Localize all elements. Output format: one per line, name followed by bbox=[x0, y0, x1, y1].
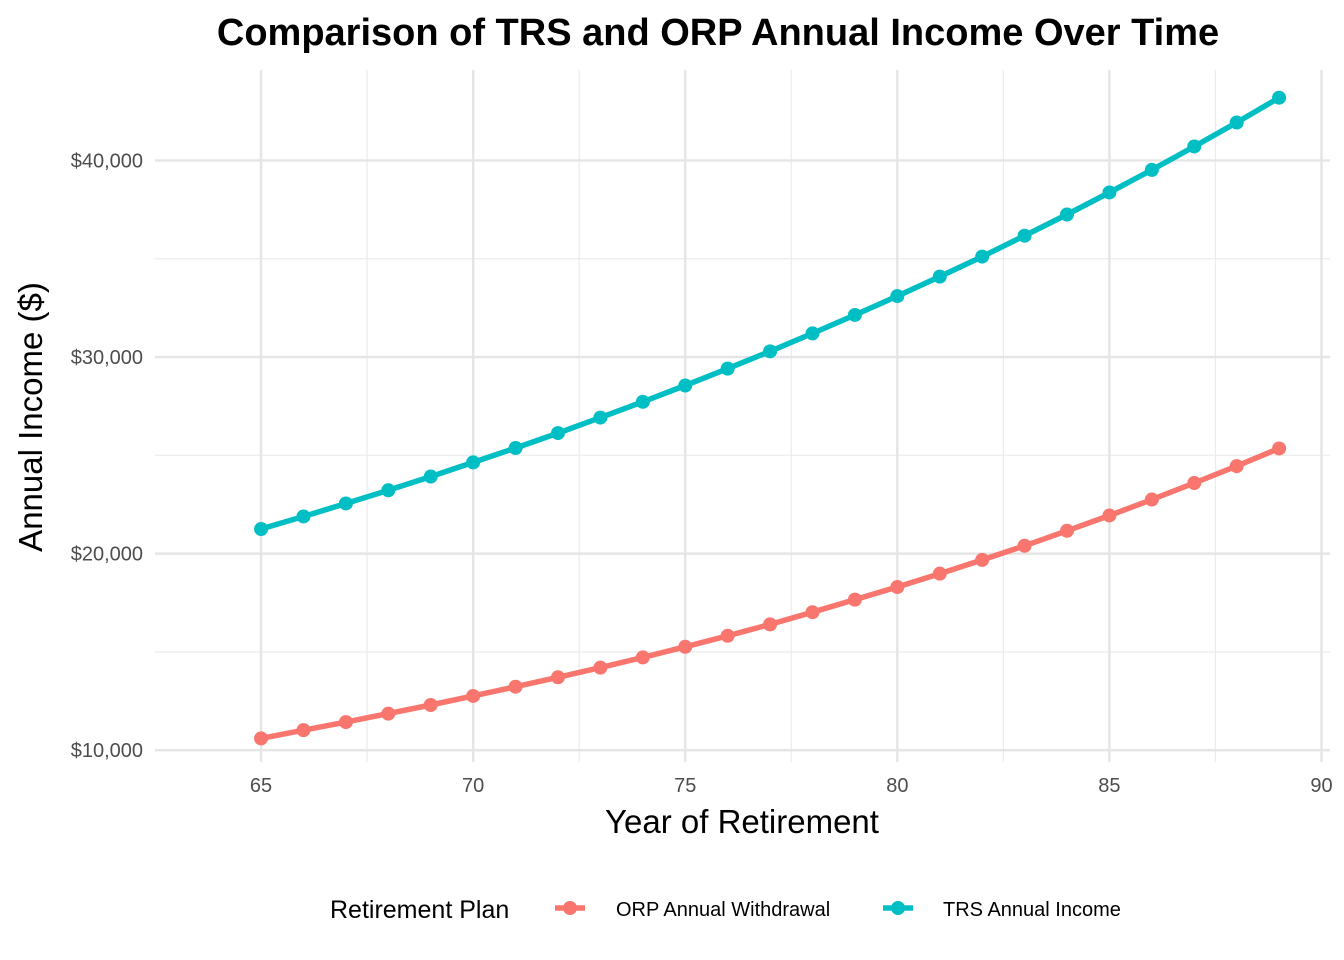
major-gridlines bbox=[155, 70, 1330, 762]
data-point bbox=[466, 455, 481, 470]
data-point bbox=[1272, 441, 1287, 456]
legend-title: Retirement Plan bbox=[330, 896, 509, 924]
legend-item: ORP Annual Withdrawal bbox=[555, 899, 830, 921]
y-tick-label: $10,000 bbox=[71, 740, 143, 762]
series-layer bbox=[254, 90, 1287, 746]
data-point bbox=[1187, 476, 1202, 491]
legend-items: ORP Annual Withdrawal TRS Annual Income bbox=[555, 899, 1121, 921]
data-point bbox=[550, 426, 565, 441]
data-point bbox=[1187, 139, 1202, 154]
data-point bbox=[890, 580, 905, 595]
data-point bbox=[678, 639, 693, 654]
data-point bbox=[975, 552, 990, 567]
legend: Retirement Plan ORP Annual Withdrawal TRS… bbox=[330, 896, 1121, 924]
data-point bbox=[338, 715, 353, 730]
data-point bbox=[932, 269, 947, 284]
data-point bbox=[508, 679, 523, 694]
data-point bbox=[550, 670, 565, 685]
data-point bbox=[805, 326, 820, 341]
tick-labels: 65 70 75 80 85 90 $10,000 $20,000 $30,000 $40,000 bbox=[71, 150, 1333, 797]
data-point bbox=[1144, 162, 1159, 177]
data-point bbox=[1060, 207, 1075, 222]
data-point bbox=[678, 378, 693, 393]
legend-item: TRS Annual Income bbox=[883, 899, 1121, 921]
data-point bbox=[805, 605, 820, 620]
series-line bbox=[258, 94, 1282, 532]
data-point bbox=[763, 617, 778, 632]
data-point bbox=[296, 509, 311, 524]
data-point bbox=[423, 469, 438, 484]
series-line bbox=[258, 445, 1282, 742]
data-point bbox=[1102, 508, 1117, 523]
data-point bbox=[932, 566, 947, 581]
data-point bbox=[1017, 228, 1032, 243]
x-axis-title: Year of Retirement bbox=[605, 803, 879, 840]
data-point bbox=[254, 731, 269, 746]
x-tick-label: 90 bbox=[1310, 775, 1332, 797]
data-point bbox=[423, 697, 438, 712]
series-0 bbox=[254, 441, 1287, 746]
data-point bbox=[1017, 538, 1032, 553]
data-point bbox=[296, 723, 311, 738]
data-point bbox=[763, 344, 778, 359]
data-point bbox=[508, 441, 523, 456]
data-point bbox=[1144, 492, 1159, 507]
legend-key-point bbox=[563, 901, 577, 915]
data-point bbox=[593, 660, 608, 675]
x-tick-label: 70 bbox=[462, 775, 484, 797]
y-tick-label: $20,000 bbox=[71, 544, 143, 566]
data-point bbox=[1060, 523, 1075, 538]
data-point bbox=[890, 289, 905, 304]
data-point bbox=[1272, 90, 1287, 105]
data-point bbox=[847, 307, 862, 322]
minor-gridlines bbox=[155, 70, 1330, 762]
data-point bbox=[1229, 115, 1244, 130]
legend-label: TRS Annual Income bbox=[943, 899, 1121, 921]
data-point bbox=[466, 688, 481, 703]
data-point bbox=[847, 592, 862, 607]
data-point bbox=[720, 628, 735, 643]
data-point bbox=[720, 361, 735, 376]
legend-label: ORP Annual Withdrawal bbox=[616, 899, 830, 921]
data-point bbox=[1102, 185, 1117, 200]
series-1 bbox=[254, 90, 1287, 537]
data-point bbox=[635, 394, 650, 409]
y-axis-title: Annual Income ($) bbox=[12, 282, 49, 552]
y-tick-label: $40,000 bbox=[71, 150, 143, 172]
data-point bbox=[975, 249, 990, 264]
data-point bbox=[381, 483, 396, 498]
x-tick-label: 80 bbox=[886, 775, 908, 797]
data-point bbox=[338, 496, 353, 511]
chart-title: Comparison of TRS and ORP Annual Income … bbox=[217, 12, 1219, 54]
x-tick-label: 65 bbox=[250, 775, 272, 797]
x-tick-label: 75 bbox=[674, 775, 696, 797]
data-point bbox=[381, 706, 396, 721]
data-point bbox=[593, 410, 608, 425]
x-tick-label: 85 bbox=[1098, 775, 1120, 797]
data-point bbox=[1229, 459, 1244, 474]
legend-key-point bbox=[891, 901, 905, 915]
y-tick-label: $30,000 bbox=[71, 347, 143, 369]
data-point bbox=[635, 650, 650, 665]
data-point bbox=[254, 522, 269, 537]
